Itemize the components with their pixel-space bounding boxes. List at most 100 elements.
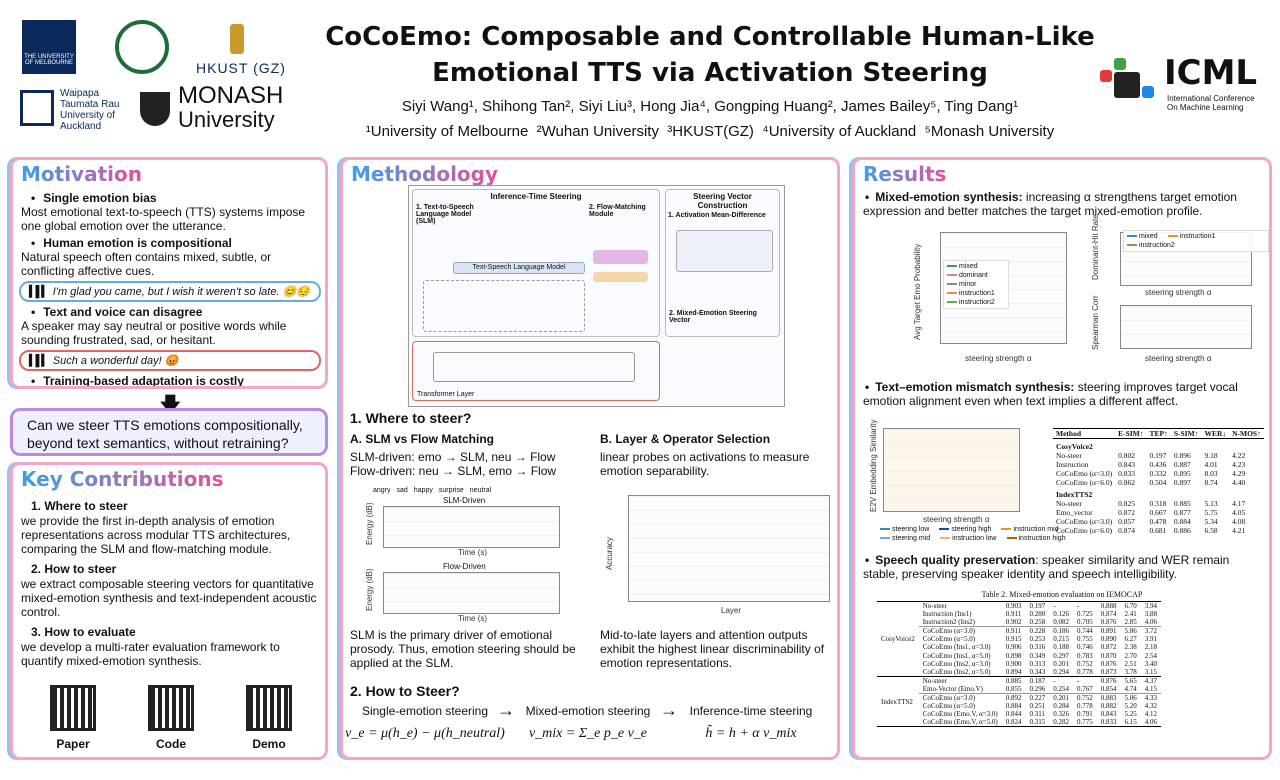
legend-label: surprise xyxy=(438,487,464,494)
table-cell: 0.895 xyxy=(1173,469,1191,478)
table-cell: 5.20 xyxy=(1124,702,1137,711)
table-cell: 4.17 xyxy=(1232,499,1246,508)
table-cell: 0.891 xyxy=(1100,627,1117,636)
legend-entry: mixed xyxy=(1127,232,1164,241)
chart-title: Flow-Driven xyxy=(443,562,486,571)
table-cell: 0.897 xyxy=(1173,478,1191,487)
table-cell: 3.15 xyxy=(1144,667,1157,676)
table-cell: No-steer xyxy=(1056,451,1082,460)
result-item: • Text–emotion mismatch synthesis: steeri… xyxy=(863,380,1263,408)
table-cell: 0.884 xyxy=(1173,517,1191,526)
axis-label: Energy (dB) xyxy=(365,568,374,611)
legend-label: mixed xyxy=(959,263,978,270)
table-cell: 0.253 xyxy=(1029,635,1046,644)
figure-label: Transformer Layer xyxy=(417,391,475,398)
table-caption: Table 2. Mixed-emotion evaluation on IEM… xyxy=(981,590,1143,599)
table-cell: No-steer xyxy=(1056,499,1082,508)
table-cell: 0.887 xyxy=(1173,460,1191,469)
axis-label: Layer xyxy=(721,606,742,615)
figure-title: Steering Vector Construction xyxy=(693,192,752,210)
table-cell: 2.85 xyxy=(1124,618,1137,627)
icml-icon xyxy=(1100,58,1156,110)
legend-entry: instruction mid xyxy=(1001,525,1064,534)
table-row: CoCoEmo (Ins2, α=3.0) 0.900 0.313 0.201 0.75… xyxy=(877,660,1161,668)
table-cell: 0.783 xyxy=(1076,651,1093,660)
axis-label: Spearman Corr xyxy=(1091,295,1100,350)
section-title: Key Contributions xyxy=(21,467,224,491)
qr-label: Demo xyxy=(252,737,286,751)
table-cell: 0.284 xyxy=(1053,702,1069,711)
formula: h̃ = h + α v_mix xyxy=(705,726,797,741)
table-cell: 8.03 xyxy=(1204,469,1218,478)
formula: v_mix = Σ_e p_e v_e xyxy=(528,726,648,741)
table-cell: 0.201 xyxy=(1053,659,1069,668)
table-cell: 0.874 xyxy=(1118,526,1135,535)
table-cell: 4.32 xyxy=(1144,702,1157,711)
table-cell: 0.197 xyxy=(1149,451,1167,460)
table-cell: CoCoEmo (α=3.0) xyxy=(1056,517,1113,526)
caption: Mid-to-late layers and attention outputs… xyxy=(600,628,825,670)
subsection-title: 2. How to Steer? xyxy=(350,683,460,699)
table-cell: CoCoEmo (α=5.0) xyxy=(922,702,976,711)
bullet-heading: Single emotion bias xyxy=(21,191,319,205)
table-cell: Instruction (Ins1) xyxy=(922,610,972,619)
bullet: • xyxy=(865,553,870,567)
table-row: Instruction2 (Ins2) 0.902 0.258 0.082 0.705 0… xyxy=(877,618,1161,627)
affiliations: ¹University of Melbourne ²Wuhan Universi… xyxy=(365,123,1055,140)
qr-label: Paper xyxy=(56,737,90,751)
table-cell: 4.08 xyxy=(1232,517,1246,526)
qr-code xyxy=(148,685,194,731)
table-cell: 4.22 xyxy=(1232,451,1246,460)
header-cell: S-SIM↑ xyxy=(1173,429,1199,438)
table-cell: Emo_vector xyxy=(1056,508,1093,517)
table-cell: 0.681 xyxy=(1149,526,1167,535)
quote: I'm glad you came, but I wish it weren't… xyxy=(19,281,321,302)
legend-label: steering mid xyxy=(892,535,931,542)
legend-label: instruction mid xyxy=(1013,526,1059,533)
table-row: CoCoEmo (α=3.0) 0.892 0.227 0.201 0.752 0.883… xyxy=(877,693,1161,703)
legend-swatch xyxy=(880,537,890,540)
axis-label: Dominant-Hit Rate xyxy=(1091,214,1100,280)
table-cell: 5.75 xyxy=(1204,508,1218,517)
table-cell: 0.857 xyxy=(1118,517,1135,526)
bullet-heading: Training-based adaptation is costly xyxy=(21,374,319,386)
table-cell: 4.01 xyxy=(1204,460,1218,469)
table1-wrap: Method E-SIM↑ TEP↑ S-SIM↑ WER↓ N-MOS↑ CosyVoic… xyxy=(1053,428,1264,535)
table-cell: 9.18 xyxy=(1204,451,1218,460)
section-title: Methodology xyxy=(351,162,499,186)
icml-title: ICML xyxy=(1164,53,1258,93)
figure-label: 2. Mixed-Emotion Steering Vector xyxy=(669,310,757,324)
table-cell: 4.06 xyxy=(1144,618,1157,627)
table-cell: 5.86 xyxy=(1124,627,1137,636)
table-row: CoCoEmo (Ins1, α=3.0) 0.906 0.316 0.188 0.74… xyxy=(877,643,1161,651)
figure-label: 2. Flow-Matching Module xyxy=(589,204,646,218)
header-cell: WER↓ xyxy=(1204,429,1227,438)
axis-label: Avg Target Emo Probability xyxy=(913,243,922,340)
table-cell: 0.316 xyxy=(1029,643,1046,652)
bullet-text: A speaker may say neutral or positive wo… xyxy=(21,319,287,347)
table-cell: 0.843 xyxy=(1100,710,1117,719)
table-cell: CoCoEmo (Emo.V, α=5.0) xyxy=(922,718,998,727)
logo-hkust-icon xyxy=(230,24,244,54)
legend-entry: instruction low xyxy=(940,534,1002,543)
table-cell: 4.21 xyxy=(1232,526,1246,535)
table-cell: 0.877 xyxy=(1173,508,1191,517)
plot-frame xyxy=(383,572,560,614)
legend: mixed instruction1 instruction2 xyxy=(1123,230,1269,252)
table-cell: 0.886 xyxy=(1173,526,1191,535)
table-cell: 0.332 xyxy=(1149,469,1167,478)
table-cell: 4.12 xyxy=(1144,710,1157,719)
figure-label: 1. Activation Mean-Difference xyxy=(668,212,766,219)
table-cell: 2.41 xyxy=(1124,610,1137,619)
arrow: → xyxy=(497,700,515,720)
bullet: • xyxy=(865,190,870,204)
quote: Such a wonderful day! 😡 xyxy=(19,350,321,371)
axis-label: steering strength α xyxy=(923,515,990,524)
figure-label: Text-Speech Language Model xyxy=(453,262,585,274)
legend-swatch xyxy=(1001,528,1012,531)
subsubsection-title: B. Layer & Operator Selection xyxy=(600,432,771,446)
table-cell: 5.06 xyxy=(1124,694,1137,703)
figure-title: Inference-Time Steering xyxy=(490,192,582,201)
table-cell: CoCoEmo (α=3.0) xyxy=(922,627,976,636)
